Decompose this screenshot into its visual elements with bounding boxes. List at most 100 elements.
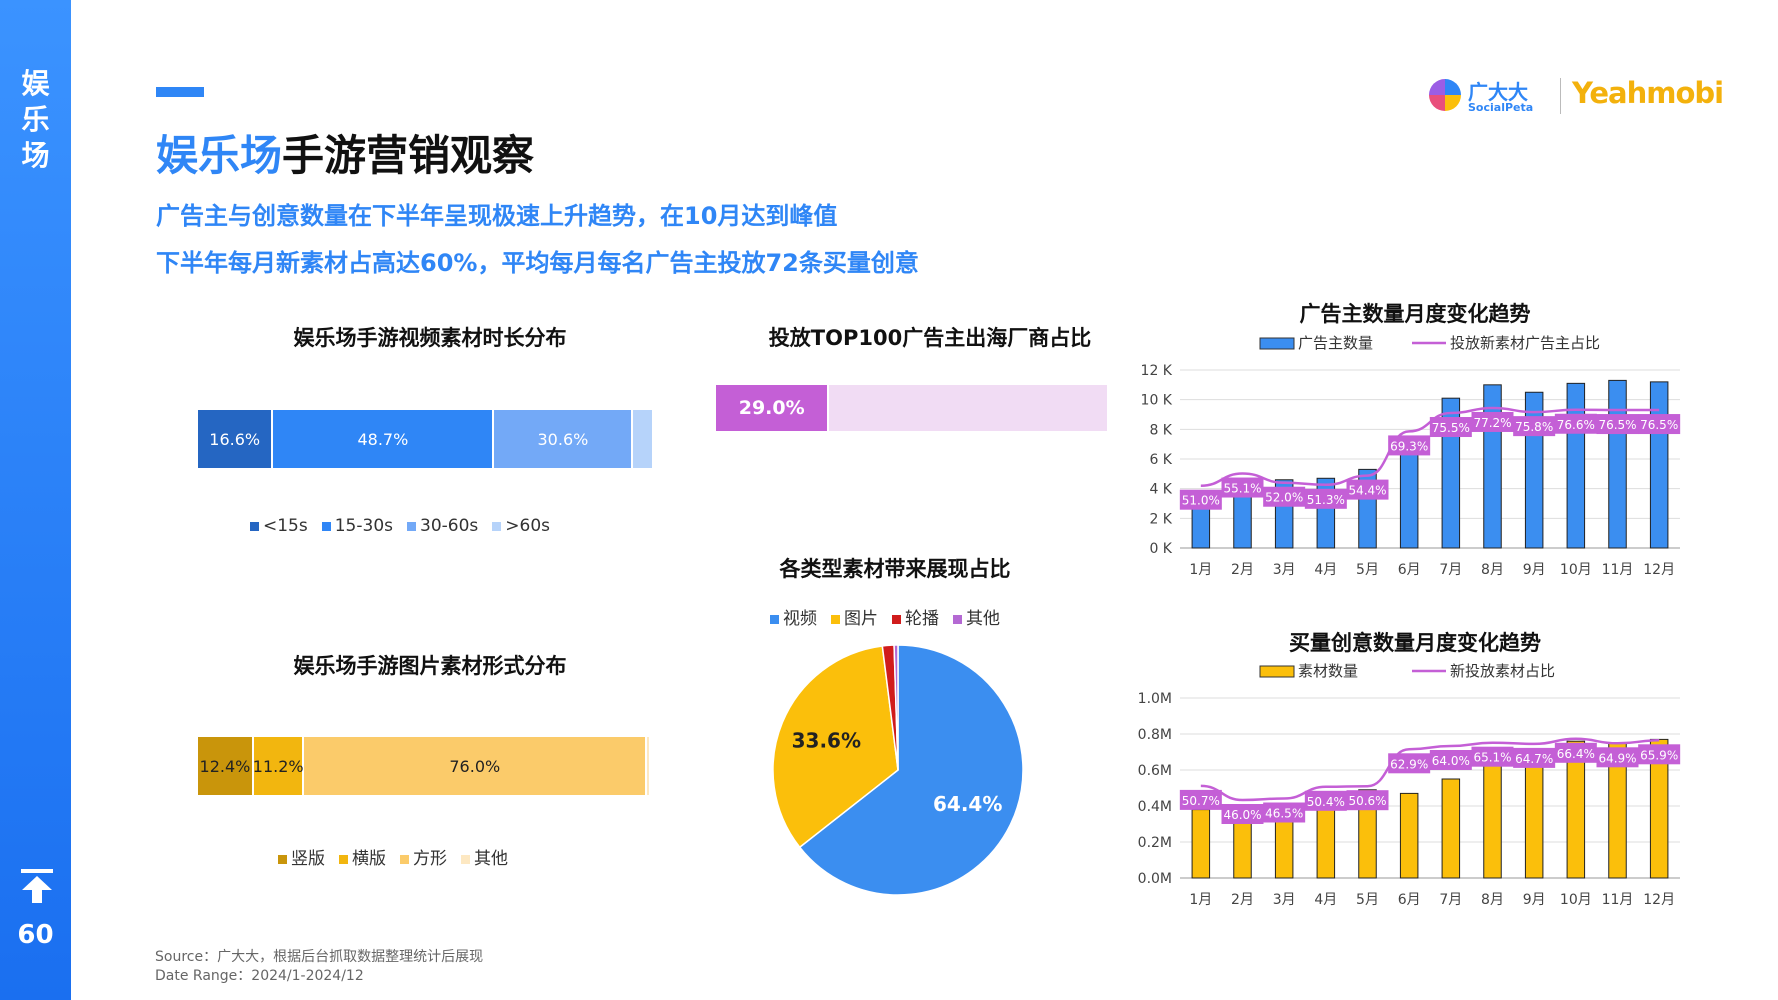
legend-swatch-bar [1259,337,1295,350]
bar-segment-其他 [647,737,649,795]
y-tick-label: 8 K [1149,422,1172,438]
x-tick-label: 12月 [1643,892,1675,908]
legend-item-横版: 横版 [339,844,386,869]
yeahmobi-logo: Yeahmobi [1572,76,1724,110]
bar-segment-<15s: 16.6% [198,410,274,468]
legend-swatch-bar [1259,665,1295,678]
line-label-text: 64.7% [1515,752,1553,766]
stacked-bar-image-format: 12.4% 11.2% 76.0% [198,737,649,795]
legend-swatch [831,614,840,624]
y-tick-label: 1.0M [1138,691,1172,707]
line-label-text: 75.8% [1515,420,1553,434]
x-tick-label: 11月 [1602,892,1634,908]
x-tick-label: 4月 [1314,892,1337,908]
y-tick-label: 0.0M [1138,871,1172,887]
sidebar-label-char: 场 [21,139,50,172]
arrow-up-top-icon[interactable] [20,868,54,904]
line-label-bg [1554,413,1597,434]
y-tick-label: 4 K [1149,482,1172,498]
line-label-text: 64.9% [1598,751,1636,765]
line-label-bg [1429,417,1472,438]
legend-swatch [339,854,348,864]
brand-logos: 广大大 SocialPeta Yeahmobi [1428,74,1724,120]
pie-slice-其他 [893,645,899,771]
line-label-bg [1596,414,1639,435]
legend-swatch [400,854,409,864]
line-label-bg [1221,804,1264,824]
line-data-label: 50.4% [1304,790,1347,811]
legend-label-bar: 素材数量 [1298,662,1358,680]
legend-swatch [492,521,502,531]
line-label-bg [1221,477,1264,498]
line-label-bg [1471,746,1514,767]
line-label-text: 50.6% [1348,794,1386,808]
line-data-label: 66.4% [1554,742,1597,763]
line-label-bg [1388,435,1431,456]
chart-legend: 广告主数量 投放新素材广告主占比 [1259,334,1600,352]
title-accent-bar [156,87,204,97]
x-tick-label: 6月 [1398,562,1421,578]
bar-9月 [1524,751,1544,879]
socialpeta-logo-icon [1429,79,1461,111]
legend-item-图片: 图片 [831,604,878,629]
line-label-bg [1304,488,1347,509]
sidebar-label-char: 娱 [21,67,50,100]
x-tick-label: 7月 [1439,562,1462,578]
line-label-text: 51.3% [1307,493,1345,507]
pie-label-图片: 33.6% [792,729,861,753]
x-tick-label: 11月 [1602,562,1634,578]
legend-item-竖版: 竖版 [278,844,325,869]
stacked-bar-top100: 29.0% [716,385,1107,431]
legend-label-line: 新投放素材占比 [1450,662,1555,680]
bar-segment->60s [633,410,652,468]
line-data-label: 50.6% [1346,790,1389,811]
x-tick-label: 9月 [1523,562,1546,578]
date-range-text: Date Range：2024/1-2024/12 [155,968,364,984]
y-tick-label: 0.8M [1138,727,1172,743]
line-label-text: 76.6% [1557,418,1595,432]
page-title: 娱乐场手游营销观察 [156,122,534,183]
x-tick-label: 8月 [1481,892,1504,908]
x-tick-label: 6月 [1398,892,1421,908]
line-data-label: 54.4% [1346,479,1389,500]
line-data-label: 50.7% [1179,789,1222,810]
line-label-bg [1179,789,1222,810]
line-label-text: 65.9% [1640,748,1678,762]
x-tick-label: 5月 [1356,562,1379,578]
x-tick-label: 1月 [1189,562,1212,578]
line-label-text: 66.4% [1557,747,1595,761]
bar-5月 [1358,789,1377,879]
socialpeta-logo-en: SocialPeta [1468,101,1534,114]
line-label-bg [1638,744,1681,765]
line-label-bg [1638,414,1681,435]
legend-impression-share: 视频 图片 轮播 其他 [770,604,1000,629]
bar-segment-15-30s: 48.7% [273,410,495,468]
line-data-label: 51.0% [1179,489,1222,510]
y-tick-label: 0.4M [1138,799,1172,815]
line-label-text: 51.0% [1182,494,1220,508]
legend-item-方形: 方形 [400,844,447,869]
bar-12月 [1649,381,1669,549]
legend-item-30-60s: 30-60s [407,516,478,536]
legend-swatch [461,854,470,864]
line-label-text: 76.5% [1598,418,1636,432]
bar-segment-出海厂商: 29.0% [716,385,830,431]
line-label-text: 62.9% [1390,757,1428,771]
line-label-text: 75.5% [1432,421,1470,435]
line-label-bg [1304,790,1347,811]
socialpeta-logo-cn: 广大大 [1468,80,1528,104]
bar-10月 [1566,382,1586,549]
line-label-text: 77.2% [1473,416,1511,430]
chart-title-video-duration: 娱乐场手游视频素材时长分布 [293,326,567,350]
legend-swatch [250,521,259,531]
chart-title-impression-share: 各类型素材带来展现占比 [779,557,1011,581]
legend-label-bar: 广告主数量 [1298,334,1373,352]
legend-item-视频: 视频 [770,604,817,629]
trend-line [1200,737,1660,802]
x-tick-label: 12月 [1643,562,1675,578]
line-data-label: 76.6% [1554,413,1597,434]
line-data-label: 62.9% [1388,753,1431,774]
x-tick-label: 2月 [1231,892,1254,908]
line-data-label: 51.3% [1304,488,1347,509]
line-label-text: 69.3% [1390,439,1428,453]
